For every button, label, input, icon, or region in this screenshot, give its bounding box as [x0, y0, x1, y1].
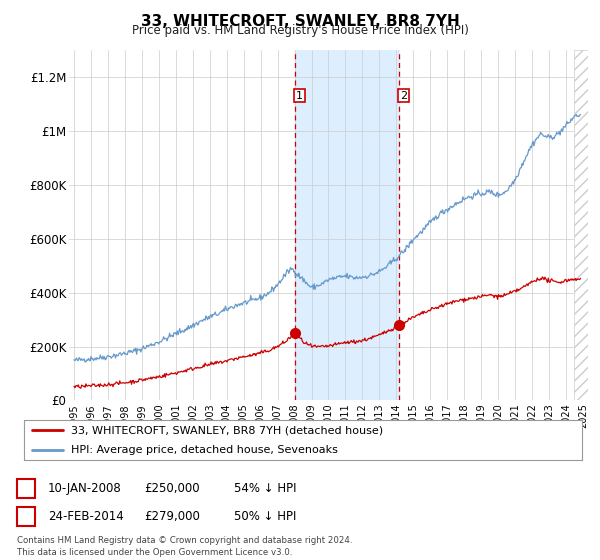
Text: 50% ↓ HPI: 50% ↓ HPI [234, 510, 296, 523]
Text: Price paid vs. HM Land Registry's House Price Index (HPI): Price paid vs. HM Land Registry's House … [131, 24, 469, 37]
Text: 54% ↓ HPI: 54% ↓ HPI [234, 482, 296, 495]
Bar [574, 50, 588, 400]
Bar [574, 50, 588, 400]
Text: 33, WHITECROFT, SWANLEY, BR8 7YH (detached house): 33, WHITECROFT, SWANLEY, BR8 7YH (detach… [71, 426, 383, 436]
Text: 1: 1 [296, 91, 303, 101]
Text: 10-JAN-2008: 10-JAN-2008 [48, 482, 122, 495]
Text: £279,000: £279,000 [144, 510, 200, 523]
Bar [295, 50, 399, 400]
Text: 2: 2 [22, 510, 29, 523]
Text: 2: 2 [400, 91, 407, 101]
Text: Contains HM Land Registry data © Crown copyright and database right 2024.
This d: Contains HM Land Registry data © Crown c… [17, 536, 352, 557]
Text: 1: 1 [22, 482, 29, 495]
Text: HPI: Average price, detached house, Sevenoaks: HPI: Average price, detached house, Seve… [71, 445, 338, 455]
Text: 33, WHITECROFT, SWANLEY, BR8 7YH: 33, WHITECROFT, SWANLEY, BR8 7YH [140, 14, 460, 29]
Text: £250,000: £250,000 [144, 482, 200, 495]
Text: 24-FEB-2014: 24-FEB-2014 [48, 510, 124, 523]
